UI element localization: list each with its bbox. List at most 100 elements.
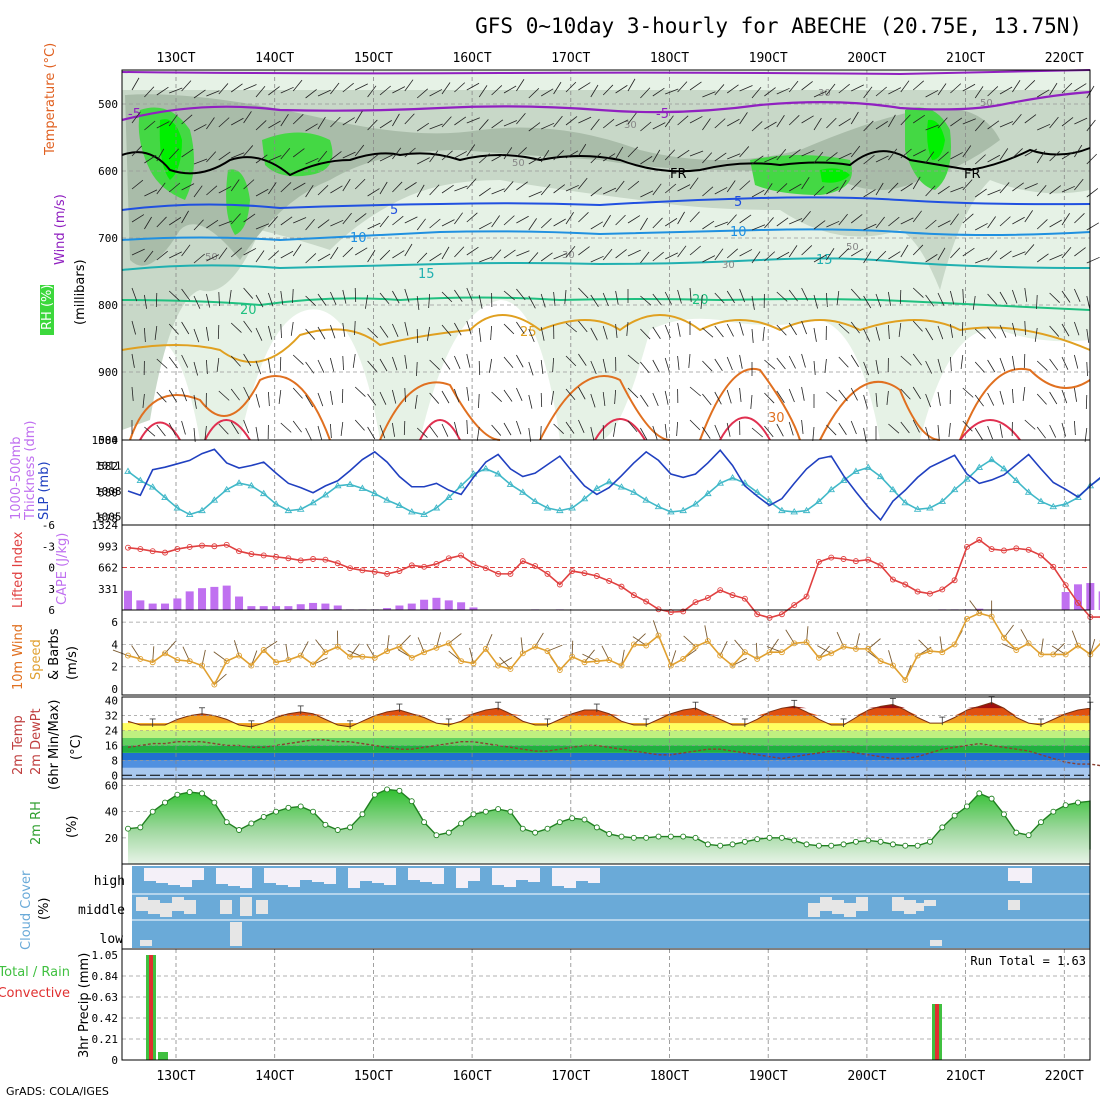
wind-barb [429, 89, 443, 97]
wind-barb [999, 148, 1009, 161]
rh2m-point [174, 791, 181, 798]
wind-barb [478, 85, 488, 98]
wind-barb [379, 424, 386, 439]
rh2m-axis: 60 40 20 [105, 780, 118, 845]
wind-barb [826, 391, 838, 402]
wind-barb [354, 247, 368, 256]
wind-barb [168, 148, 180, 160]
tick-label: 60 [105, 780, 118, 793]
wind-barb [972, 295, 976, 310]
lifted-index-point [384, 570, 391, 577]
thickness-point [543, 504, 552, 511]
wind-barb [590, 221, 604, 230]
wind-barb [540, 425, 542, 441]
wind-barb [491, 249, 502, 261]
wind-barb [602, 214, 611, 228]
wind-barb [144, 155, 157, 164]
wind-barb [1036, 360, 1048, 371]
wind-barb [627, 146, 639, 158]
wind-barb [268, 216, 278, 228]
wind-barb [962, 213, 974, 224]
thickness-point [136, 476, 145, 483]
wind-barb [578, 177, 588, 190]
wind-barb [280, 290, 284, 305]
wind-barb [317, 253, 331, 262]
wind-barb [441, 246, 450, 260]
rh2m-point [162, 799, 168, 806]
wind-barb [1061, 82, 1073, 94]
upper-wind-label: Wind (m/s) [53, 194, 68, 265]
wind-barb [925, 219, 937, 230]
thickness-label-1: 1000-500mb [9, 436, 24, 520]
wind-barb [565, 212, 574, 225]
wind-barb [751, 121, 763, 132]
wind-barb [789, 218, 803, 225]
rh2m-point [581, 816, 588, 823]
wind-barb [726, 356, 733, 371]
wind-barb [429, 123, 443, 130]
rh2m-point [445, 829, 452, 836]
lifted-index-point [396, 568, 403, 574]
isotherm-15 [121, 257, 1091, 271]
wind-barb [193, 394, 197, 409]
rh2m-point [939, 824, 946, 831]
wind-barb [652, 122, 666, 130]
wind-barb [367, 153, 379, 164]
tick-label: 2 [111, 661, 118, 674]
thickness-point [358, 484, 367, 491]
wind-barb [824, 358, 827, 373]
wind-barb [950, 152, 963, 160]
lifted-index-point [939, 586, 946, 593]
cape-bar [136, 600, 145, 610]
wind-barb [813, 117, 822, 131]
wind-barb [590, 118, 600, 131]
wind-barb [726, 422, 731, 437]
wind-barb [1049, 391, 1058, 405]
date-label-top: 13OCT [156, 51, 195, 66]
wind-barb [466, 82, 480, 91]
wind-barb [243, 353, 252, 367]
wind-barb [367, 360, 378, 372]
wind-barb [466, 287, 473, 302]
wind-barb [813, 294, 819, 309]
temp-band [122, 745, 1090, 753]
wind-barb [999, 390, 1005, 405]
cloud-high-block [192, 868, 204, 880]
tick-label: 6 [48, 604, 55, 617]
wind-barb [218, 220, 233, 227]
thickness-point [370, 489, 379, 497]
wind-barb [268, 292, 274, 307]
wind-barb [181, 148, 194, 158]
date-label-top: 17OCT [551, 51, 590, 66]
wind-barb [503, 323, 515, 335]
wind-barb [689, 245, 701, 256]
tick-label: 580 [98, 486, 118, 499]
wind-barb [330, 82, 340, 95]
wind-barb [726, 84, 739, 94]
wind-barb [900, 421, 910, 434]
wind-barb [206, 185, 218, 196]
thickness-point [198, 506, 206, 514]
wind-barb [218, 117, 230, 128]
lifted-index-point [1062, 582, 1069, 589]
thickness-point [913, 505, 922, 512]
isotherm-30 [129, 367, 1091, 441]
thickness-slp-axis: 584 582 580 578 1011 1008 1005 [95, 434, 122, 525]
wind10-speed-point [1013, 647, 1020, 653]
wind-barb [503, 181, 514, 193]
wind-barb [342, 117, 355, 126]
contour-label-15: 15 [418, 267, 435, 282]
lifted-index-point [421, 563, 428, 570]
wind-barb [206, 219, 219, 229]
wind-barb [392, 250, 405, 259]
wind-barb [154, 325, 158, 340]
thickness-point [950, 485, 959, 493]
rh2m-point [310, 808, 317, 815]
wind-barb [664, 218, 678, 227]
wind10-speed-point [852, 645, 859, 652]
cloud-high-block [360, 868, 372, 881]
wind-barb [454, 421, 459, 436]
wind-barb [602, 248, 613, 261]
wind-barb [528, 295, 536, 309]
wind-barb [317, 425, 323, 440]
